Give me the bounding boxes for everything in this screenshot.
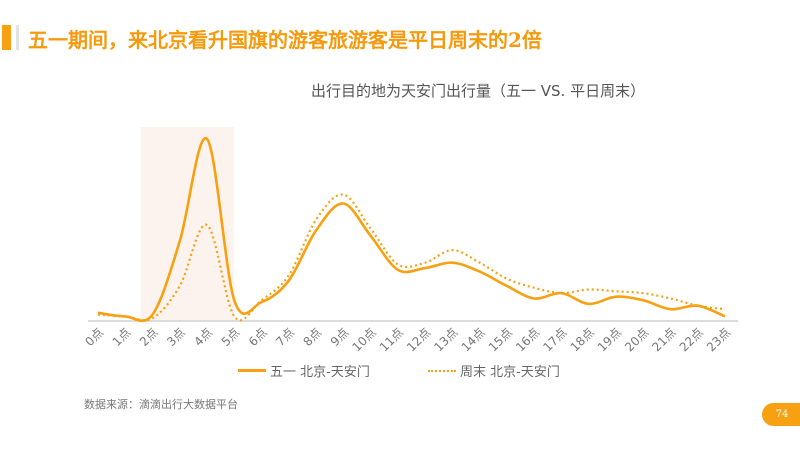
x-tick-label: 13点 <box>431 325 460 354</box>
legend-label: 周末 北京-天安门 <box>460 365 560 380</box>
x-tick-label: 1点 <box>110 325 134 349</box>
page-number: 74 <box>762 403 800 426</box>
x-tick-label: 0点 <box>82 325 106 349</box>
highlight-band <box>140 127 235 320</box>
legend-dotted-swatch <box>428 369 456 372</box>
legend-label: 五一 北京-天安门 <box>270 365 370 380</box>
x-tick-label: 18点 <box>568 325 597 354</box>
x-tick-label: 14点 <box>459 325 488 354</box>
x-tick-label: 3点 <box>164 325 188 349</box>
x-tick-label: 4点 <box>191 325 215 349</box>
x-tick-label: 20点 <box>622 325 651 354</box>
title-divider <box>16 25 19 50</box>
legend-solid-swatch <box>238 369 266 372</box>
legend-item-may-day: 五一 北京-天安门 <box>238 361 370 380</box>
x-tick-label: 2点 <box>137 325 161 349</box>
x-tick-label: 7点 <box>273 325 297 349</box>
data-source: 数据来源：滴滴出行大数据平台 <box>84 398 238 411</box>
x-tick-label: 9点 <box>328 325 352 349</box>
x-tick-label: 23点 <box>704 325 733 354</box>
x-tick-label: 6点 <box>246 325 270 349</box>
chart-title: 出行目的地为天安门出行量（五一 VS. 平日周末） <box>311 82 646 100</box>
legend-item-weekend: 周末 北京-天安门 <box>428 361 560 380</box>
page-title: 五一期间，来北京看升国旗的游客旅游客是平日周末的2倍 <box>28 28 542 52</box>
x-tick-label: 16点 <box>513 325 542 354</box>
x-tick-label: 10点 <box>350 325 379 354</box>
x-tick-label: 11点 <box>377 325 406 354</box>
x-tick-label: 17点 <box>540 325 569 354</box>
series-line-0 <box>97 137 726 323</box>
x-tick-label: 8点 <box>300 325 324 349</box>
x-tick-label: 22点 <box>677 325 706 354</box>
x-tick-label: 15点 <box>486 325 515 354</box>
x-tick-label: 5点 <box>219 325 243 349</box>
title-accent-bar <box>2 25 11 50</box>
x-tick-label: 19点 <box>595 325 624 354</box>
x-tick-label: 21点 <box>649 325 678 354</box>
x-tick-label: 12点 <box>404 325 433 354</box>
